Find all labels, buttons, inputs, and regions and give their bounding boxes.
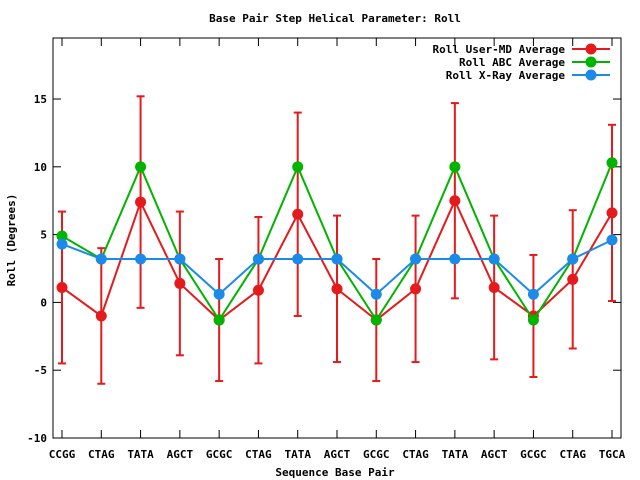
data-point xyxy=(213,288,225,300)
data-point xyxy=(370,288,382,300)
y-tick-label: -5 xyxy=(34,364,47,377)
data-point xyxy=(567,273,579,285)
data-point xyxy=(213,314,225,326)
legend-item: Roll X-Ray Average xyxy=(446,69,610,82)
data-point xyxy=(449,161,461,173)
chart-title: Base Pair Step Helical Parameter: Roll xyxy=(209,12,461,25)
data-point xyxy=(135,253,147,265)
x-tick-label: CTAG xyxy=(88,448,115,461)
legend-item: Roll ABC Average xyxy=(459,56,610,69)
data-point xyxy=(56,281,68,293)
legend-label: Roll ABC Average xyxy=(459,56,565,69)
x-tick-label: TATA xyxy=(284,448,311,461)
data-point xyxy=(135,196,147,208)
series-1 xyxy=(56,95,618,385)
x-tick-label: TATA xyxy=(127,448,154,461)
x-tick-label: AGCT xyxy=(481,448,508,461)
data-point xyxy=(449,253,461,265)
data-point xyxy=(606,157,618,169)
data-point xyxy=(527,314,539,326)
x-tick-label: GCGC xyxy=(363,448,390,461)
legend-label: Roll X-Ray Average xyxy=(446,69,566,82)
x-tick-label: CTAG xyxy=(559,448,586,461)
y-tick-label: -10 xyxy=(27,432,47,445)
x-tick-label: CTAG xyxy=(402,448,429,461)
legend-swatch-marker xyxy=(585,43,597,55)
data-point xyxy=(527,288,539,300)
data-point xyxy=(449,195,461,207)
legend-swatch-marker xyxy=(585,69,597,81)
data-point xyxy=(567,253,579,265)
x-tick-label: CTAG xyxy=(245,448,272,461)
x-tick-label: AGCT xyxy=(324,448,351,461)
data-point xyxy=(95,253,107,265)
x-tick-label: CCGG xyxy=(49,448,76,461)
y-tick-label: 5 xyxy=(40,229,47,242)
data-point xyxy=(488,281,500,293)
legend-label: Roll User-MD Average xyxy=(433,43,566,56)
data-point xyxy=(95,310,107,322)
plot-area: -10 -5 0 5 10 15 CCGG CTAG TATA AGCT GCGC CTAG TATA A… xyxy=(27,37,626,461)
data-point xyxy=(56,238,68,250)
legend-swatch-marker xyxy=(585,56,597,68)
x-tick-label: GCGC xyxy=(520,448,547,461)
y-axis-label: Roll (Degrees) xyxy=(5,194,18,287)
data-point xyxy=(410,253,422,265)
x-axis-label: Sequence Base Pair xyxy=(275,466,395,479)
data-point xyxy=(488,253,500,265)
data-point xyxy=(410,283,422,295)
data-point xyxy=(292,208,304,220)
data-point xyxy=(174,253,186,265)
data-point xyxy=(292,253,304,265)
data-point xyxy=(331,283,343,295)
data-point xyxy=(252,284,264,296)
x-tick-label: TGCA xyxy=(599,448,626,461)
data-point xyxy=(606,234,618,246)
y-tick-label: 15 xyxy=(34,93,47,106)
data-point xyxy=(252,253,264,265)
y-tick-label: 10 xyxy=(34,161,47,174)
data-point xyxy=(135,161,147,173)
data-point xyxy=(174,277,186,289)
x-tick-label: AGCT xyxy=(167,448,194,461)
data-point xyxy=(606,207,618,219)
series-3 xyxy=(56,234,618,300)
y-tick-label: 0 xyxy=(40,296,47,309)
data-point xyxy=(331,253,343,265)
data-point xyxy=(292,161,304,173)
data-point xyxy=(56,230,68,242)
legend-item: Roll User-MD Average xyxy=(433,43,610,56)
x-tick-label: TATA xyxy=(442,448,469,461)
data-point xyxy=(370,314,382,326)
x-tick-label: GCGC xyxy=(206,448,233,461)
